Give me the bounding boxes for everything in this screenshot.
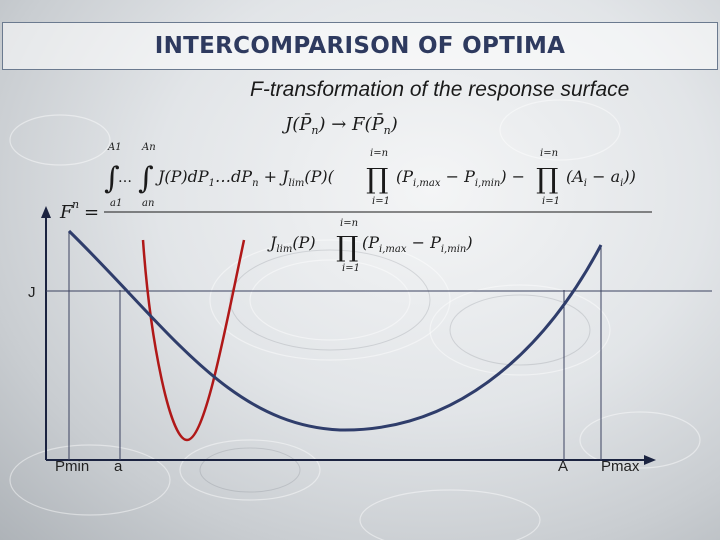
prod-bottom-3: i=1 (342, 263, 360, 274)
svg-text:∏: ∏ (336, 230, 358, 263)
prod-top-2: i=n (540, 148, 558, 159)
y-axis-arrow (41, 206, 51, 218)
x-axis-arrow (644, 455, 656, 465)
prod-bottom-1: i=1 (372, 196, 390, 207)
f-lhs-sup: n (72, 198, 79, 211)
x-label-pmin: Pmin (55, 458, 90, 475)
svg-text:(Ai − ai)): (Ai − ai)) (566, 167, 636, 189)
int-top-1: A1 (107, 142, 122, 153)
slide-subtitle: F-transformation of the response surface (250, 78, 630, 101)
prod-top-3: i=n (340, 218, 358, 229)
prod-bottom-2: i=1 (542, 196, 560, 207)
svg-text:J(P̄n) → F(P̄n): J(P̄n) → F(P̄n) (281, 112, 398, 137)
int-top-n: An (141, 142, 156, 153)
slide-title: INTERCOMPARISON OF OPTIMA (154, 33, 566, 59)
x-label-pmax: Pmax (601, 458, 640, 475)
svg-text:J(P)dP1…dPn + Jlim(P)(: J(P)dP1…dPn + Jlim(P)( (155, 167, 335, 189)
int-bottom-n: an (142, 198, 154, 209)
f-transform-formula: F n = A1 An ∫ … ∫ a1 an J(P)dP1…dPn + Jl… (59, 142, 652, 274)
svg-text:∫: ∫ (138, 161, 154, 196)
svg-text:(Pi,max − Pi,min) −: (Pi,max − Pi,min) − (396, 167, 525, 189)
red-response-curve (141, 239, 246, 442)
svg-text:=: = (84, 202, 99, 223)
int-bottom-1: a1 (110, 198, 122, 209)
svg-text:…: … (118, 170, 132, 186)
transform-formula: J(P̄n) → F(P̄n) (281, 112, 398, 137)
svg-text:Jlim(P): Jlim(P) (267, 233, 316, 255)
guide-lines (68, 231, 602, 460)
title-banner: INTERCOMPARISON OF OPTIMA (2, 22, 718, 70)
svg-text:∏: ∏ (536, 162, 558, 195)
y-axis-label-j: J (28, 284, 36, 301)
axes (41, 206, 656, 465)
svg-text:∏: ∏ (366, 162, 388, 195)
svg-text:(Pi,max − Pi,min): (Pi,max − Pi,min) (362, 233, 473, 255)
x-label-A: A (558, 458, 569, 475)
x-label-a: a (114, 458, 123, 475)
blue-transformed-curve (67, 229, 603, 432)
prod-top-1: i=n (370, 148, 388, 159)
f-lhs: F (59, 202, 74, 223)
svg-text:∫: ∫ (104, 161, 120, 196)
